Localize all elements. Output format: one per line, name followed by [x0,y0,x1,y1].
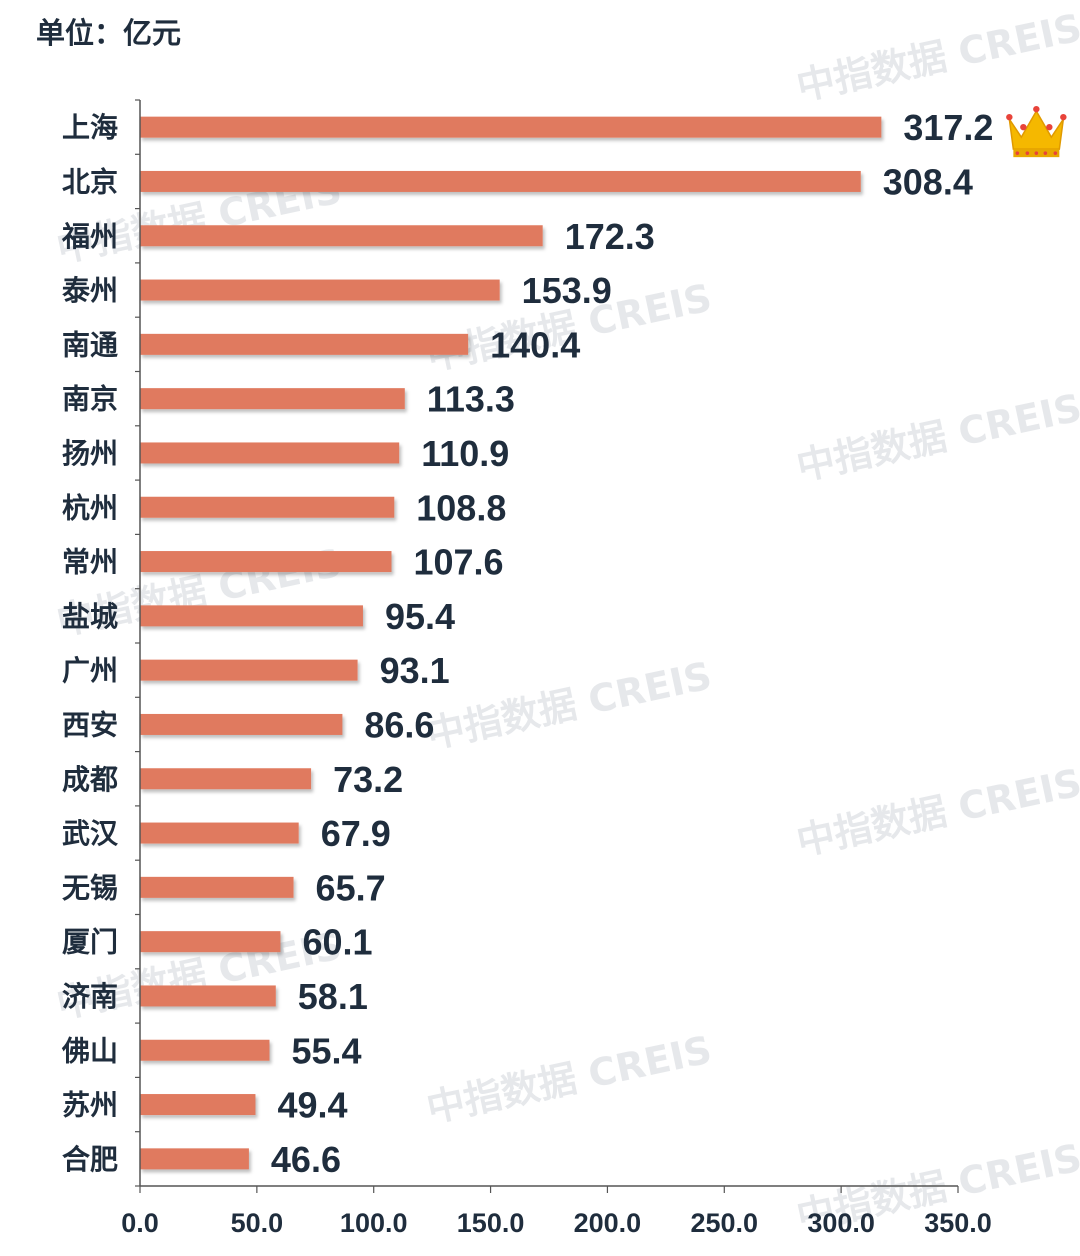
value-label: 172.3 [565,216,655,257]
category-label: 福州 [61,220,118,253]
x-tick-label: 350.0 [924,1208,992,1238]
bar-8 [140,551,392,573]
bar-15 [140,931,281,953]
bar-19 [140,1148,249,1170]
x-tick-label: 300.0 [807,1208,875,1238]
category-label: 南京 [62,383,118,416]
category-label: 苏州 [62,1089,118,1122]
value-label: 55.4 [291,1030,361,1071]
bar-3 [140,279,500,301]
bar-14 [140,876,294,898]
bar-6 [140,442,400,464]
bar-7 [140,496,395,518]
value-label: 65.7 [316,867,386,908]
bars-layer: 上海 317.2 北京 308.4 福州 172.3 泰州 153.9 南通 140.4 南京 113… [61,105,1067,1180]
value-label: 113.3 [427,379,515,420]
watermark-text: 中指数据 CREIS [793,6,1080,109]
value-label: 107.6 [413,542,503,583]
category-label: 合肥 [62,1143,118,1176]
value-label: 95.4 [385,596,455,637]
category-label: 北京 [62,165,118,198]
category-label: 无锡 [62,871,118,904]
value-label: 60.1 [302,922,372,963]
x-tick-label: 250.0 [690,1208,758,1238]
value-label: 93.1 [380,650,450,691]
watermark-text: 中指数据 CREIS [423,654,716,757]
category-label: 成都 [62,763,118,796]
bar-9 [140,605,363,627]
value-label: 153.9 [522,270,612,311]
category-label: 盐城 [62,600,118,633]
category-label: 厦门 [62,926,118,959]
value-label: 46.6 [271,1139,341,1180]
category-label: 上海 [62,111,118,144]
unit-label: 单位：亿元 [36,16,182,50]
bar-18 [140,1094,256,1116]
bar-0 [140,116,882,138]
value-label: 58.1 [298,976,368,1017]
bar-4 [140,333,469,355]
value-label: 73.2 [333,759,403,800]
crown-icon [1006,105,1067,158]
x-tick-label: 150.0 [457,1208,525,1238]
category-label: 济南 [62,980,118,1013]
category-label: 泰州 [62,274,118,307]
category-label: 常州 [62,546,118,579]
bar-2 [140,225,543,247]
watermark-text: 中指数据 CREIS [793,761,1080,864]
category-label: 广州 [62,654,118,687]
category-label: 扬州 [62,437,118,470]
value-label: 108.8 [416,487,506,528]
x-tick-label: 0.0 [121,1208,159,1238]
category-label: 武汉 [62,817,119,850]
axis-layer: 0.0 50.0 100.0 150.0 200.0 250.0 300.0 350.0 [121,99,992,1238]
category-label: 杭州 [62,491,118,524]
x-tick-label: 200.0 [574,1208,642,1238]
value-label: 110.9 [421,433,509,474]
bar-10 [140,659,358,681]
watermark-text: 中指数据 CREIS [423,1028,716,1131]
bar-1 [140,170,861,192]
value-label: 140.4 [490,324,580,365]
category-label: 南通 [62,328,118,361]
value-label: 317.2 [903,107,993,148]
value-label: 86.6 [364,704,434,745]
bar-11 [140,713,343,735]
bar-16 [140,985,276,1007]
value-label: 49.4 [277,1085,347,1126]
bar-5 [140,388,405,410]
bar-13 [140,822,299,844]
x-tick-label: 50.0 [231,1208,284,1238]
bar-12 [140,768,312,790]
value-label: 67.9 [321,813,391,854]
watermark-text: 中指数据 CREIS [793,386,1080,489]
x-tick-label: 100.0 [340,1208,408,1238]
category-label: 佛山 [61,1034,118,1067]
bar-17 [140,1039,270,1061]
category-label: 西安 [62,708,118,741]
value-label: 308.4 [883,161,973,202]
